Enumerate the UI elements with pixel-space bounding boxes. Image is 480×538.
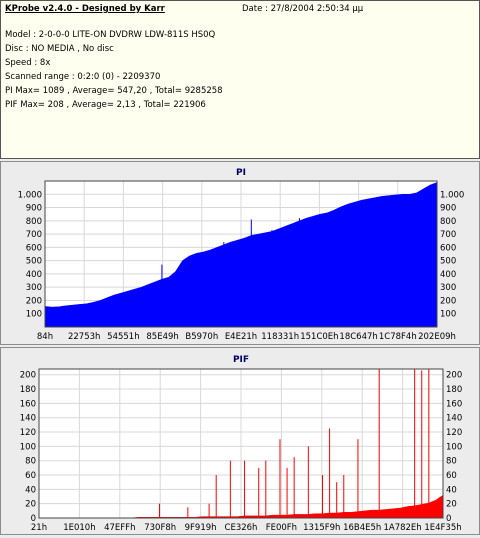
y-tick-label-left: 400 <box>26 270 42 280</box>
y-tick-label-left: 20 <box>25 500 36 510</box>
y-tick-label-right: 300 <box>440 283 456 293</box>
speed-info: Speed : 8x <box>5 58 51 68</box>
y-tick-label-right: 100 <box>440 310 456 320</box>
data-area <box>44 182 438 328</box>
x-tick-label: 54551h <box>107 332 139 342</box>
info-panel: KProbe v2.4.0 - Designed by Karr Date : … <box>0 0 480 159</box>
pif-chart-panel: PIF 0 0 20 20 40 40 60 60 80 80 100 100 120 120 140 140 1… <box>0 347 480 535</box>
y-tick-label-right: 0 <box>446 514 451 524</box>
y-tick-label-left: 600 <box>26 243 42 253</box>
pi-stats: PI Max= 1089 , Average= 547,20 , Total= … <box>5 86 223 96</box>
x-tick-label: 21h <box>31 523 47 533</box>
x-tick-label: 1315F9h <box>303 523 340 533</box>
drive-model: Model : 2-0-0-0 LITE-ON DVDRW LDW-811S H… <box>5 30 216 40</box>
x-tick-label: 9F919h <box>185 523 217 533</box>
app-title: KProbe v2.4.0 - Designed by Karr <box>5 4 165 14</box>
y-tick-label-left: 160 <box>20 399 36 409</box>
y-tick-label-left: 700 <box>26 230 42 240</box>
y-tick-label-left: 800 <box>26 217 42 227</box>
y-tick-label-left: 200 <box>20 371 36 381</box>
x-tick-label: 1E4F35h <box>424 523 461 533</box>
y-tick-label-right: 700 <box>440 230 456 240</box>
x-tick-label: 84h <box>37 332 53 342</box>
y-tick-label-right: 800 <box>440 217 456 227</box>
chart-title: PI <box>236 168 246 178</box>
y-tick-label-left: 200 <box>26 296 42 306</box>
x-tick-label: 18C647h <box>339 332 377 342</box>
y-tick-label-right: 100 <box>446 442 462 452</box>
x-tick-label: E4E21h <box>225 332 257 342</box>
x-tick-label: 1A782Eh <box>383 523 421 533</box>
x-tick-label: 118331h <box>261 332 299 342</box>
y-tick-label-left: 100 <box>26 310 42 320</box>
x-tick-label: 22753h <box>68 332 100 342</box>
y-tick-label-right: 500 <box>440 257 456 267</box>
y-tick-label-left: 0 <box>31 514 36 524</box>
y-tick-label-left: 180 <box>20 385 36 395</box>
y-tick-label-left: 120 <box>20 428 36 438</box>
x-tick-label: FE00Fh <box>266 523 297 533</box>
plot-border <box>44 180 438 328</box>
y-tick-label-right: 1.000 <box>440 190 464 200</box>
chart-title: PIF <box>233 355 249 365</box>
y-tick-label-left: 300 <box>26 283 42 293</box>
scanned-range: Scanned range : 0:2:0 (0) - 2209370 <box>5 72 161 82</box>
y-tick-label-right: 200 <box>446 371 462 381</box>
y-tick-label-left: 140 <box>20 414 36 424</box>
x-tick-label: 47EFFh <box>104 523 135 533</box>
x-tick-label: 1E010h <box>63 523 95 533</box>
x-tick-label: 202E09h <box>418 332 456 342</box>
y-tick-label-right: 200 <box>440 296 456 306</box>
y-tick-label-left: 60 <box>25 471 36 481</box>
y-tick-label-right: 60 <box>446 471 457 481</box>
pi-chart-panel: PI 100 100 200 200 300 300 400 400 500 500 600 600 70… <box>0 161 480 345</box>
y-tick-label-right: 160 <box>446 399 462 409</box>
scan-date: Date : 27/8/2004 2:50:34 μμ <box>242 4 364 14</box>
x-tick-label: 16B4E5h <box>343 523 381 533</box>
pif-stats: PIF Max= 208 , Average= 2,13 , Total= 22… <box>5 100 206 110</box>
disc-info: Disc : NO MEDIA , No disc <box>5 44 114 54</box>
y-tick-label-right: 180 <box>446 385 462 395</box>
y-tick-label-left: 1.000 <box>18 190 42 200</box>
x-tick-label: 1C78F4h <box>379 332 417 342</box>
y-tick-label-right: 900 <box>440 204 456 214</box>
y-tick-label-left: 40 <box>25 485 36 495</box>
y-tick-label-right: 600 <box>440 243 456 253</box>
y-tick-label-right: 400 <box>440 270 456 280</box>
y-tick-label-right: 40 <box>446 485 457 495</box>
pi-chart: PI 100 100 200 200 300 300 400 400 500 500 600 600 70… <box>18 168 465 342</box>
y-tick-label-right: 120 <box>446 428 462 438</box>
y-tick-label-left: 900 <box>26 204 42 214</box>
x-tick-label: 151C0Eh <box>300 332 338 342</box>
y-tick-label-right: 20 <box>446 500 457 510</box>
pif-chart: PIF 0 0 20 20 40 40 60 60 80 80 100 100 120 120 140 140 1… <box>20 355 462 533</box>
x-tick-label: 730F8h <box>144 523 176 533</box>
y-tick-label-left: 100 <box>20 442 36 452</box>
x-tick-label: B5970h <box>185 332 218 342</box>
y-tick-label-right: 80 <box>446 457 457 467</box>
y-tick-label-right: 140 <box>446 414 462 424</box>
plot-border <box>38 368 444 519</box>
y-tick-label-left: 80 <box>25 457 36 467</box>
x-tick-label: 85E49h <box>146 332 178 342</box>
x-tick-label: CE326h <box>225 523 258 533</box>
y-tick-label-left: 500 <box>26 257 42 267</box>
